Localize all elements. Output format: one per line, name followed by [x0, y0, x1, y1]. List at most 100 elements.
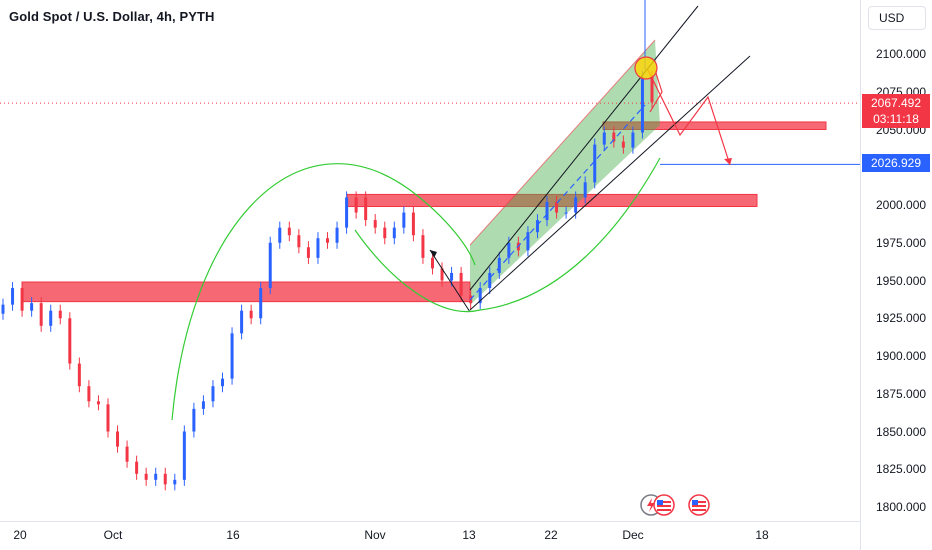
candle-body [125, 446, 129, 462]
candle-body [574, 197, 578, 213]
candle-body [507, 242, 511, 258]
candle-body [564, 212, 568, 214]
candle-body [68, 318, 72, 364]
candle-body [192, 408, 196, 432]
candle-body [30, 303, 34, 311]
us-flag-icon[interactable] [687, 494, 711, 516]
candle-body [316, 238, 320, 258]
candle-body [593, 144, 597, 183]
candle-body [555, 201, 559, 213]
current-price-label: 2067.492 [870, 96, 922, 110]
price-tick-label: 2100.000 [876, 47, 927, 61]
candle-body [306, 247, 310, 258]
candle-body [373, 220, 377, 228]
lightning-us-flag-icon[interactable] [640, 494, 676, 516]
candle-body [345, 197, 349, 228]
candle-body [497, 257, 501, 273]
highlight-marker [634, 56, 658, 80]
price-tick-label: 1925.000 [876, 311, 927, 326]
candle-body [173, 479, 177, 485]
candle-body [221, 378, 225, 387]
candle-body [201, 401, 205, 409]
candle-body [450, 272, 454, 281]
price-tick-label: 1875.000 [876, 386, 927, 401]
candle-body [440, 268, 444, 281]
candle-body [326, 238, 329, 243]
candle-body [144, 473, 148, 480]
candles [1, 70, 654, 491]
price-tick-label: 2000.000 [876, 198, 927, 212]
candle-body [402, 212, 406, 228]
candle-body [96, 401, 100, 405]
projection-path [647, 69, 731, 166]
candle-body [49, 310, 53, 326]
candle-body [278, 227, 282, 243]
time-axis-separator [0, 521, 860, 522]
candle-body [650, 76, 654, 103]
candle-body [297, 235, 301, 248]
candle-body [268, 242, 272, 289]
price-tick-label: 1850.000 [876, 424, 927, 439]
time-tick-label: Nov [364, 528, 386, 542]
candle-body [631, 132, 635, 148]
time-tick-label: 22 [544, 528, 558, 542]
channel-edge [469, 39, 656, 246]
candle-body [545, 201, 549, 221]
candle-body [583, 182, 587, 198]
short-projection [649, 69, 663, 113]
candle-body [459, 272, 463, 296]
price-tick-label: 1825.000 [876, 462, 927, 477]
candle-body [116, 431, 120, 447]
price-zone [21, 281, 471, 303]
arrow-head [430, 250, 437, 258]
chart-title: Gold Spot / U.S. Dollar, 4h, PYTH [9, 9, 215, 24]
candle-body [77, 363, 81, 387]
candle-body [211, 386, 215, 402]
channel-fill [470, 40, 660, 305]
candle-body [364, 197, 368, 221]
rising-channel [469, 39, 660, 305]
candle-body [602, 132, 606, 145]
candle-body [354, 197, 358, 213]
candle-body [478, 288, 482, 304]
candle-body [411, 212, 415, 236]
candle-body [1, 304, 5, 314]
price-tick-label: 1975.000 [876, 235, 927, 250]
candle-body [335, 227, 339, 243]
price-tick-label: 1900.000 [876, 349, 927, 363]
time-tick-label: 13 [462, 528, 476, 542]
cup-arc-left [171, 163, 476, 421]
candle-body [612, 132, 616, 142]
candle-body [526, 232, 530, 251]
candle-body [249, 310, 253, 319]
candle-body [163, 473, 167, 485]
candle-body [39, 303, 43, 326]
candle-body [430, 257, 434, 269]
candle-body [182, 431, 186, 480]
time-tick-label: Oct [103, 528, 123, 542]
candle-body [230, 333, 234, 379]
arrow-line [429, 249, 471, 313]
candle-body [87, 386, 91, 402]
current-price-tag: 2067.492 03:11:18 [862, 94, 930, 128]
price-axis-separator [860, 0, 861, 550]
candle-body [640, 76, 644, 133]
time-tick-label: Dec [622, 528, 644, 542]
candle-body [240, 310, 244, 334]
cup-arc-right [354, 157, 661, 313]
channel-midline [469, 104, 646, 301]
price-tick-label: 1950.000 [876, 273, 927, 288]
candle-body [106, 404, 110, 432]
candle-body [11, 288, 15, 305]
candle-body [58, 310, 62, 319]
candle-body [135, 461, 139, 474]
candle-body [154, 473, 158, 480]
candle-body [259, 288, 263, 319]
bar-countdown-label: 03:11:18 [873, 112, 919, 126]
price-zone [602, 121, 827, 130]
channel-upper-line [469, 5, 699, 291]
currency-button[interactable]: USD [868, 6, 926, 30]
projection-arrowhead [724, 158, 732, 165]
time-tick-label: 18 [755, 528, 769, 542]
